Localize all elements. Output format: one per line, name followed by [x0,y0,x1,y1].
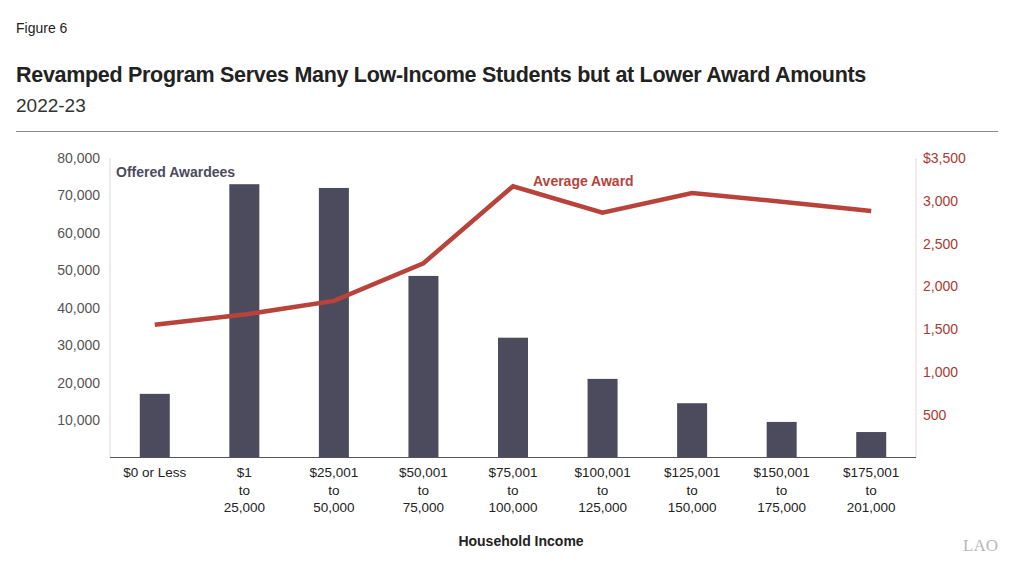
bar [498,338,528,458]
subtitle: 2022-23 [16,95,86,116]
y-tick-label: 30,000 [57,337,100,353]
y-tick-label: 40,000 [57,300,100,316]
y2-axis-line [916,158,917,458]
header-rule [16,131,998,132]
bar [408,276,438,458]
x-tick-label: $125,001to150,000 [664,465,720,515]
series-label: Offered Awardees [116,164,235,180]
y2-tick-label: 1,500 [923,321,958,337]
x-axis-label: Household Income [458,533,583,549]
x-tick-label: $1to25,000 [224,465,265,515]
x-tick-label: $175,001to201,000 [843,465,899,515]
y-tick-label: 60,000 [57,225,100,241]
line [155,186,871,325]
y-tick-label: 70,000 [57,187,100,203]
series-label: Average Award [533,173,634,189]
chart: Figure 6 Revamped Program Serves Many Low… [0,0,1019,574]
y-axis-line [110,158,111,458]
bar [677,403,707,457]
x-tick-label: $50,001to75,000 [399,465,448,515]
x-tick-label: $75,001to100,000 [489,465,538,515]
y-tick-label: 20,000 [57,375,100,391]
x-axis-line [110,457,916,458]
y2-tick-label: $3,500 [923,150,966,166]
y2-tick-label: 3,000 [923,193,958,209]
logo: LAO [963,536,998,555]
bar [588,379,618,458]
x-tick-label: $100,001to125,000 [574,465,630,515]
figure-label: Figure 6 [16,20,68,36]
plot-marks [140,184,886,457]
x-tick-label: $150,001to175,000 [754,465,810,515]
y-tick-label: 80,000 [57,150,100,166]
y2-tick-label: 2,500 [923,236,958,252]
y2-tick-label: 2,000 [923,278,958,294]
bar [140,394,170,458]
bar [319,188,349,458]
x-tick-label: $0 or Less [123,465,186,480]
y2-tick-label: 500 [923,407,947,423]
x-tick-label: $25,001to50,000 [309,465,358,515]
bar [229,184,259,457]
title: Revamped Program Serves Many Low-Income … [16,63,866,87]
y2-tick-label: 1,000 [923,364,958,380]
y-tick-label: 50,000 [57,262,100,278]
bar [856,432,886,457]
bar [767,422,797,458]
y-tick-label: 10,000 [57,412,100,428]
